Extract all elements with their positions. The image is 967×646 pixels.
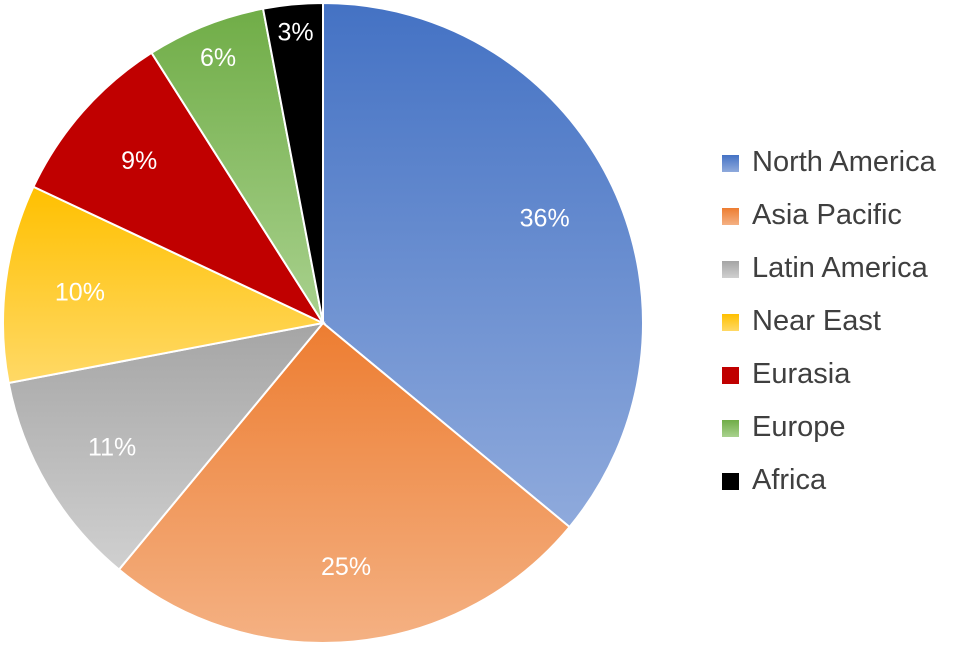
- data-label-africa: 3%: [277, 18, 313, 46]
- legend-swatch: [722, 261, 739, 278]
- slice-eurasia: [32, 51, 326, 326]
- legend-label: Asia Pacific: [752, 199, 902, 231]
- legend-item-europe: Europe: [722, 409, 967, 462]
- legend-item-asia-pacific: Asia Pacific: [722, 197, 967, 250]
- legend-swatch: [722, 314, 739, 331]
- legend-item-north-america: North America: [722, 144, 967, 197]
- legend-label: North America: [752, 146, 936, 178]
- data-label-europe: 6%: [200, 44, 236, 72]
- pie-slices: [2, 1, 644, 644]
- slice-asia-pacific: [117, 321, 571, 644]
- slice-near-east: [2, 185, 327, 385]
- legend-item-near-east: Near East: [722, 303, 967, 356]
- pie-labels: 36% 25% 11% 10% 9% 6% 3%: [55, 18, 570, 581]
- legend-label: Eurasia: [752, 358, 851, 390]
- legend-label: Latin America: [752, 252, 928, 284]
- slice-latin-america: [7, 321, 326, 571]
- legend-item-latin-america: Latin America: [722, 250, 967, 303]
- legend: North America Asia Pacific Latin America Ne…: [722, 144, 967, 515]
- legend-swatch: [722, 420, 739, 437]
- legend-label: Europe: [752, 411, 846, 443]
- legend-swatch: [722, 155, 739, 172]
- data-label-north-america: 36%: [520, 205, 570, 233]
- data-label-asia-pacific: 25%: [321, 553, 371, 581]
- legend-label: Africa: [752, 464, 827, 496]
- data-label-near-east: 10%: [55, 278, 105, 306]
- data-label-latin-america: 11%: [88, 434, 136, 462]
- slice-africa: [261, 1, 324, 324]
- legend-item-eurasia: Eurasia: [722, 356, 967, 409]
- legend-label: Near East: [752, 305, 881, 337]
- slice-north-america: [322, 1, 644, 529]
- slice-europe: [150, 7, 324, 324]
- legend-swatch: [722, 473, 739, 490]
- legend-item-africa: Africa: [722, 462, 967, 515]
- legend-swatch: [722, 367, 739, 384]
- data-label-eurasia: 9%: [121, 147, 157, 175]
- legend-swatch: [722, 208, 739, 225]
